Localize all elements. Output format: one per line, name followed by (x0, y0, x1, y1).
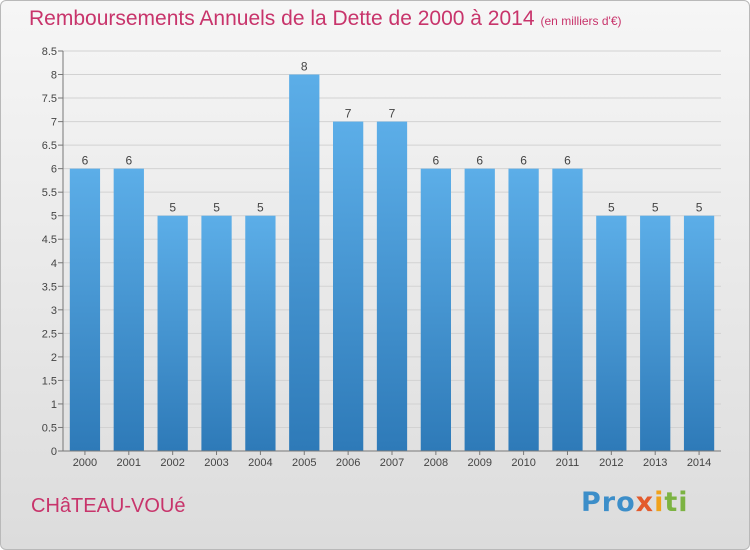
x-tick-label: 2011 (556, 457, 580, 469)
y-tick-label: 1.5 (42, 375, 57, 387)
y-tick-label: 6 (51, 164, 57, 176)
bar-2008[interactable] (420, 168, 452, 451)
logo-part-1: Pro (581, 487, 636, 518)
bar-2003[interactable] (201, 215, 232, 451)
data-label: 5 (257, 201, 264, 215)
y-tick-label: 5 (51, 211, 57, 223)
x-tick-label: 2001 (117, 457, 141, 469)
chart-subtitle: (en milliers d'€) (540, 14, 622, 28)
bar-2004[interactable] (245, 215, 276, 451)
x-tick-label: 2004 (248, 457, 272, 469)
proxiti-logo[interactable]: Proxiti (581, 487, 689, 518)
x-axis: 2000 2001 2002 2003 2004 2005 2006 2007 2008 2009… (63, 450, 721, 469)
x-tick-label: 2010 (511, 457, 535, 469)
x-tick-label: 2009 (467, 457, 491, 469)
y-tick-label: 4 (51, 258, 57, 270)
data-label: 8 (301, 60, 308, 74)
data-label: 7 (345, 107, 352, 121)
chart-title: Remboursements Annuels de la Dette de 20… (29, 7, 622, 31)
y-tick-label: 5.5 (42, 187, 57, 199)
bar-2009[interactable] (464, 168, 495, 451)
bar-2014[interactable] (683, 215, 715, 451)
y-tick-label: 2 (51, 352, 57, 364)
y-tick-label: 8.5 (42, 46, 57, 58)
bar-2002[interactable] (157, 215, 188, 451)
logo-part-3: i (654, 487, 665, 518)
y-tick-label: 8 (51, 70, 57, 82)
bar-2012[interactable] (596, 215, 627, 451)
y-tick-label: 6.5 (42, 140, 57, 152)
data-label: 5 (169, 201, 176, 215)
y-tick-label: 3 (51, 305, 57, 317)
x-tick-label: 2007 (380, 457, 404, 469)
bar-2013[interactable] (640, 215, 671, 451)
data-label: 5 (213, 201, 220, 215)
data-label: 6 (433, 154, 440, 168)
data-label: 5 (608, 201, 615, 215)
chart-title-text: Remboursements Annuels de la Dette de 20… (29, 7, 535, 30)
x-tick-label: 2003 (204, 457, 228, 469)
bar-2006[interactable] (332, 121, 364, 452)
logo-part-2: x (635, 487, 655, 518)
y-axis: 0 0.5 1 1.5 2 2.5 3 3.5 4 4.5 5 5.5 6 6.5 7 7.5 8 8.5 (42, 46, 64, 458)
x-tick-label: 2005 (292, 457, 316, 469)
x-tick-label: 2006 (336, 457, 360, 469)
x-tick-label: 2013 (643, 457, 667, 469)
x-tick-label: 2002 (160, 457, 184, 469)
x-tick-label: 2012 (599, 457, 623, 469)
data-label: 6 (476, 154, 483, 168)
bar-2001[interactable] (113, 168, 144, 451)
bar-2011[interactable] (552, 168, 583, 451)
y-tick-label: 1 (51, 399, 57, 411)
y-tick-label: 7 (51, 117, 57, 129)
data-label: 6 (125, 154, 132, 168)
y-tick-label: 3.5 (42, 281, 57, 293)
town-name: CHâTEAU-VOUé (31, 495, 186, 517)
bar-2000[interactable] (69, 168, 101, 451)
y-tick-label: 4.5 (42, 234, 57, 246)
logo-part-4: ti (664, 487, 689, 518)
x-tick-label: 2014 (687, 457, 711, 469)
y-tick-label: 7.5 (42, 93, 57, 105)
bar-2007[interactable] (376, 121, 408, 452)
bar-2010[interactable] (508, 168, 539, 451)
y-tick-label: 0.5 (42, 422, 57, 434)
data-label: 7 (389, 107, 396, 121)
data-label: 5 (696, 201, 703, 215)
y-tick-label: 2.5 (42, 328, 57, 340)
data-label: 6 (520, 154, 527, 168)
bar-2005[interactable] (289, 74, 320, 451)
data-label: 6 (564, 154, 571, 168)
y-tick-label: 0 (51, 446, 57, 458)
bars: 6 6 5 5 5 8 7 7 6 6 6 6 5 5 5 (69, 60, 715, 452)
data-label: 6 (82, 154, 89, 168)
data-label: 5 (652, 201, 659, 215)
x-tick-label: 2000 (73, 457, 97, 469)
x-tick-label: 2008 (424, 457, 448, 469)
